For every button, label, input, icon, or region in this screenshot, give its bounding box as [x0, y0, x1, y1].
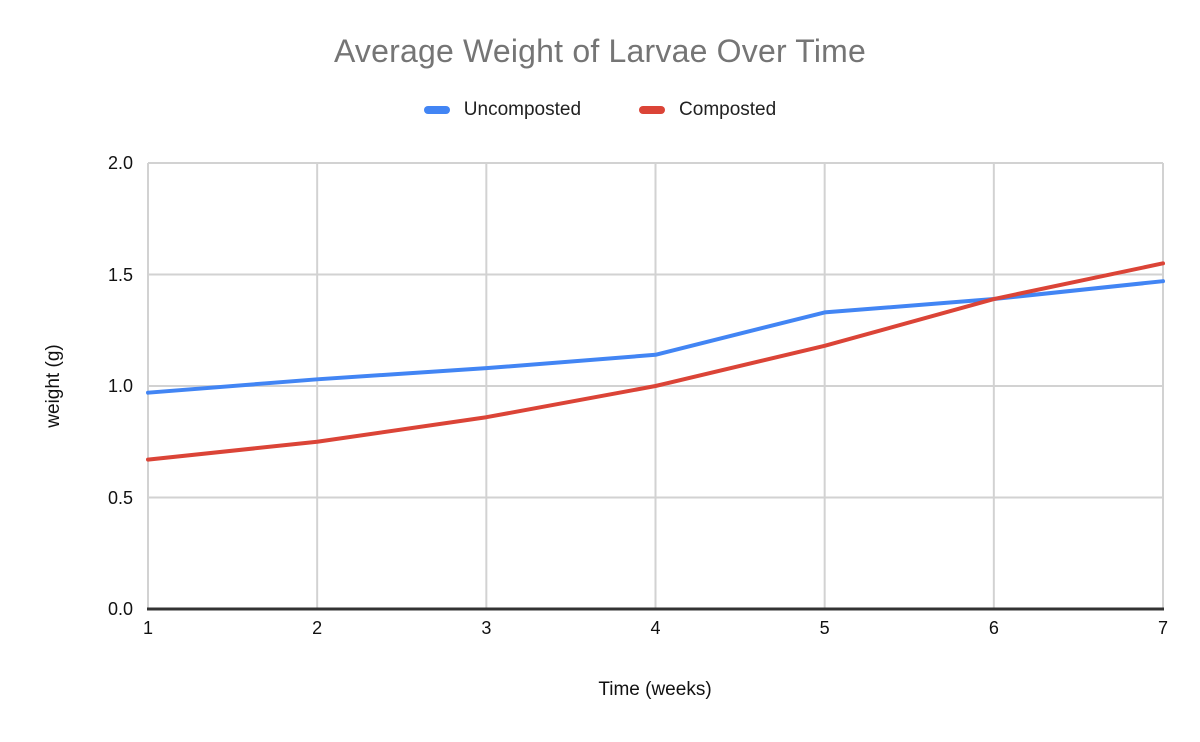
x-tick-label: 7 [1157, 618, 1168, 638]
x-axis-title: Time (weeks) [598, 679, 712, 700]
y-tick-label: 1.0 [107, 376, 133, 396]
legend-swatch-icon [423, 106, 450, 114]
y-tick-label: 0.0 [107, 599, 133, 619]
legend-label: Composted [679, 99, 777, 120]
y-tick-label: 2.0 [107, 153, 133, 173]
x-tick-label: 4 [650, 618, 661, 638]
y-axis-title: weight (g) [43, 344, 64, 428]
x-tick-label: 6 [988, 618, 999, 638]
y-tick-label: 0.5 [107, 487, 133, 508]
legend-item-composted[interactable]: Composted [639, 99, 776, 121]
legend: Uncomposted Composted [0, 99, 1200, 121]
legend-item-uncomposted[interactable]: Uncomposted [423, 99, 582, 121]
legend-swatch-icon [639, 106, 666, 114]
chart-title: Average Weight of Larvae Over Time [333, 33, 867, 69]
x-tick-label: 1 [142, 618, 153, 638]
x-tick-label: 5 [819, 618, 830, 638]
y-tick-label: 1.5 [107, 264, 133, 285]
series-line-composted [146, 261, 1165, 462]
legend-label: Uncomposted [463, 99, 582, 120]
x-tick-label: 2 [312, 618, 323, 638]
x-tick-label: 3 [481, 618, 492, 638]
